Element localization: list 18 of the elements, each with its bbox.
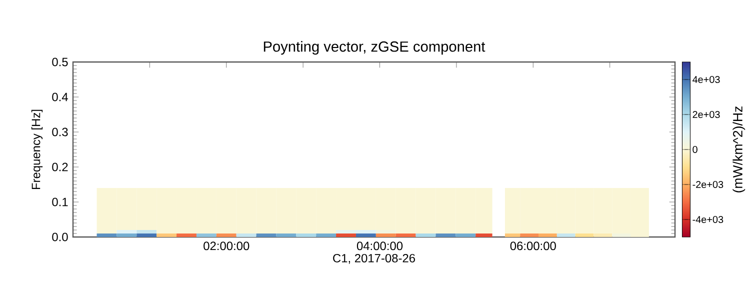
color-bar-label: 2e+03 xyxy=(692,110,720,118)
y-axis-title: Frequency [Hz] xyxy=(31,110,43,190)
y-tick-label: 0.0 xyxy=(52,232,68,242)
y-tick-label: 0.4 xyxy=(52,92,68,102)
x-axis-title: C1, 2017-08-26 xyxy=(333,254,415,264)
y-tick-label: 0.5 xyxy=(52,58,68,66)
chart-title: Poynting vector, zGSE component xyxy=(264,41,486,55)
x-tick-label: 02:00:00 xyxy=(204,242,250,250)
color-bar-label: -2e+03 xyxy=(692,180,724,188)
color-bar-label: 0 xyxy=(692,146,698,154)
color-bar-title: (mW/km^2)/Hz xyxy=(732,106,746,192)
color-bar-label: 4e+03 xyxy=(692,76,720,84)
color-bar-label: -4e+03 xyxy=(692,216,724,224)
y-tick-label: 0.1 xyxy=(52,198,68,206)
x-tick-label: 06:00:00 xyxy=(510,242,556,250)
y-tick-label: 0.3 xyxy=(52,128,68,136)
x-tick-label: 04:00:00 xyxy=(356,242,403,250)
y-tick-label: 0.2 xyxy=(52,162,68,172)
